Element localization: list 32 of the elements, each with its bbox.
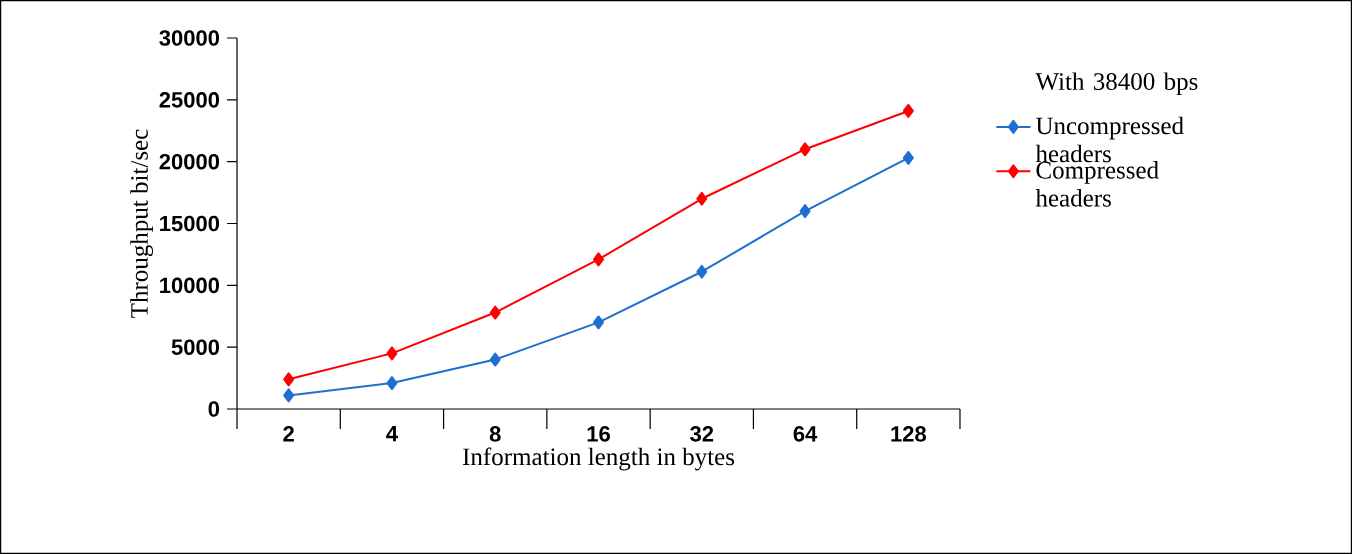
x-tick-label: 32 <box>690 426 714 442</box>
point <box>799 204 811 219</box>
x-axis-title: Information length in bytes <box>462 447 735 471</box>
point <box>593 252 605 267</box>
y-tick-label: 15000 <box>160 215 220 232</box>
point <box>386 346 398 361</box>
y-tick-label: 20000 <box>159 153 220 170</box>
x-tick-label: 16 <box>587 426 610 442</box>
x-tick-label: 8 <box>489 426 501 442</box>
point <box>489 352 501 367</box>
y-tick-label: 25000 <box>159 92 220 108</box>
y-tick-label: 0 <box>208 401 220 417</box>
x-tick-label: 2 <box>283 426 294 442</box>
y-tick-label: 30000 <box>159 30 220 46</box>
y-tick-label: 5000 <box>171 339 220 355</box>
point <box>386 376 398 391</box>
point <box>593 315 605 330</box>
point <box>696 191 708 206</box>
point <box>799 142 811 157</box>
y-axis-title: Throughput bit/sec <box>130 129 154 318</box>
legend-title: With 38400 bps <box>1035 72 1198 96</box>
point <box>283 372 295 387</box>
point <box>489 305 501 320</box>
x-tick-label: 4 <box>386 426 398 442</box>
y-tick-label: 10000 <box>160 277 220 294</box>
x-tick-label: 128 <box>891 426 927 442</box>
point <box>283 388 295 403</box>
point <box>902 150 914 165</box>
legend-label: Compressed headers <box>1035 161 1159 207</box>
point <box>696 264 708 279</box>
x-tick-label: 64 <box>793 426 818 442</box>
point <box>902 103 914 118</box>
